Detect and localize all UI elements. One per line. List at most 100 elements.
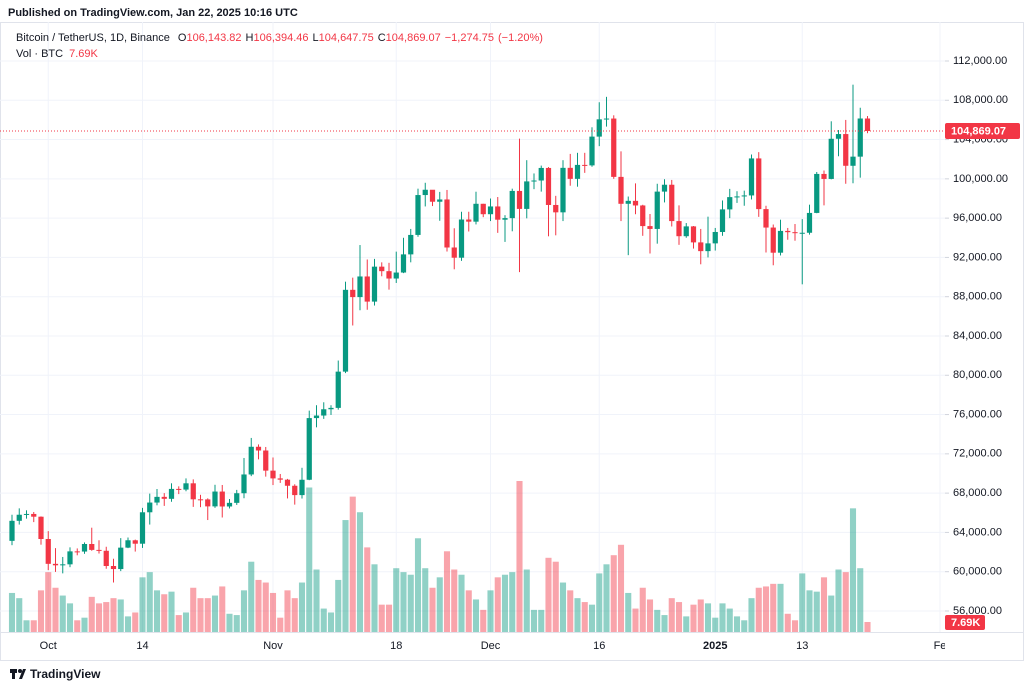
volume-tag-label: 7.69K <box>951 617 980 629</box>
candle-body <box>183 483 189 490</box>
candle-body <box>313 415 320 419</box>
ohlc-legend: Bitcoin / TetherUS, 1D, Binance O106,143.… <box>16 32 543 44</box>
candle-body <box>241 474 247 494</box>
candle-body <box>74 551 80 553</box>
candle-body <box>110 566 117 570</box>
volume-bar <box>95 603 103 632</box>
volume-bar <box>806 590 813 632</box>
candle-body <box>625 200 631 204</box>
y-tick-label: 108,000.00 <box>953 94 1008 106</box>
volume-bar <box>770 583 777 632</box>
candle-body <box>487 206 494 215</box>
volume-bar <box>675 602 683 632</box>
candle-body <box>458 219 465 258</box>
symbol: Bitcoin / TetherUS, 1D, Binance <box>16 32 170 44</box>
candle-body <box>52 563 59 566</box>
volume-bar <box>81 617 88 632</box>
volume-bar <box>639 587 646 632</box>
volume-bar <box>799 573 806 632</box>
volume-bar <box>574 598 581 632</box>
candle-body <box>284 479 291 486</box>
volume-bar <box>182 612 190 632</box>
volume-bar <box>248 561 255 632</box>
volume-bar <box>88 596 95 632</box>
change: −1,274.75 <box>445 32 494 44</box>
volume-bar <box>284 590 291 632</box>
candle-body <box>821 173 827 179</box>
y-tick-label: 72,000.00 <box>953 448 1002 460</box>
candle-body <box>38 516 44 539</box>
candle-body <box>690 226 697 243</box>
candle-body <box>567 167 573 179</box>
candle-body <box>81 544 88 552</box>
plot <box>8 84 871 632</box>
x-tick-label: Nov <box>263 640 283 652</box>
candle-body <box>473 203 479 222</box>
candle-body <box>277 478 283 480</box>
volume-bar <box>168 591 175 632</box>
volume-bar <box>835 569 842 632</box>
volume-bar <box>153 590 161 632</box>
y-tick-label: 92,000.00 <box>953 251 1002 263</box>
y-tick-label: 76,000.00 <box>953 408 1002 420</box>
volume-bar <box>596 573 603 632</box>
candle-body <box>763 209 769 228</box>
volume-bar <box>704 603 712 632</box>
logo-stem <box>12 669 15 679</box>
candle-body <box>429 189 436 202</box>
candle-body <box>270 470 276 479</box>
field-value: 104,647.75 <box>319 32 374 44</box>
candle-body <box>698 242 704 252</box>
volume-bar <box>197 598 204 632</box>
last-price-tag <box>945 123 1020 140</box>
volume-bar <box>443 551 451 632</box>
volume-bar <box>480 609 487 632</box>
field-value: 104,869.07 <box>386 32 441 44</box>
volume-bar <box>755 587 762 632</box>
candle-body <box>357 276 363 298</box>
candle-body <box>147 502 153 513</box>
volume-bar <box>385 604 393 632</box>
candle-body <box>843 134 849 166</box>
candle-body <box>9 520 15 541</box>
volume-bar <box>30 620 37 632</box>
volume-bar <box>552 561 559 632</box>
volume-bar <box>530 609 538 632</box>
candle-body <box>234 493 240 503</box>
volume-bar <box>646 599 654 632</box>
volume-bar <box>233 615 240 632</box>
candle-body <box>335 371 341 408</box>
volume-bar <box>8 592 16 632</box>
volume-bar <box>52 587 59 632</box>
candle-body <box>806 212 813 233</box>
x-tick-label: Dec <box>481 640 501 652</box>
volume-bar <box>37 590 45 632</box>
volume-bar <box>124 616 132 632</box>
candle-body <box>23 513 30 515</box>
volume-bar <box>748 598 755 632</box>
volume-tag <box>945 615 985 630</box>
candle-body <box>161 496 167 499</box>
candle-body <box>596 119 602 137</box>
x-tick-label: 13 <box>796 640 808 652</box>
y-tick-label: 112,000.00 <box>953 55 1007 67</box>
volume-bar <box>610 555 617 632</box>
candle-body <box>589 136 595 166</box>
candle-body <box>393 272 399 279</box>
candle-body <box>545 167 552 205</box>
volume-bar <box>414 538 422 632</box>
volume-bar <box>777 583 784 632</box>
candle-body <box>553 204 559 213</box>
volume-bar <box>697 599 704 632</box>
volume-bar <box>733 616 741 632</box>
candle-body <box>415 195 421 235</box>
x-tick-label: 18 <box>390 640 402 652</box>
volume-bar <box>617 544 625 632</box>
volume-bar <box>393 568 400 632</box>
x-tick-label: 16 <box>593 640 605 652</box>
logo-dot <box>18 669 22 673</box>
volume-bar <box>291 598 298 632</box>
candle-body <box>176 488 182 490</box>
volume-bar <box>458 574 465 632</box>
